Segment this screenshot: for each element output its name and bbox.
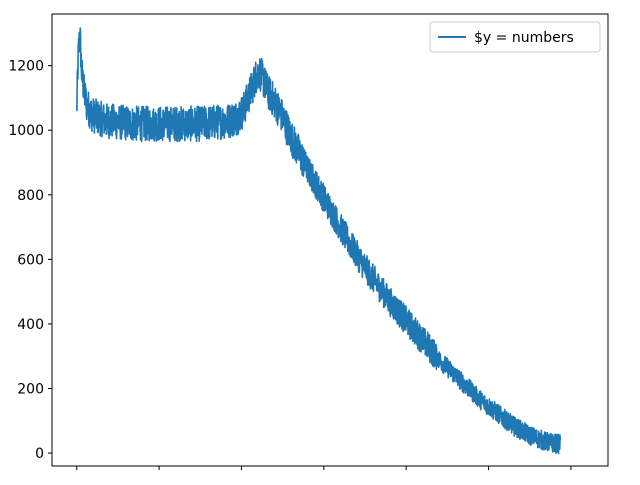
y-tick-label: 0 — [35, 446, 44, 462]
legend-box — [429, 21, 601, 53]
y-tick-label: 200 — [17, 382, 44, 398]
y-tick-label: 1200 — [8, 59, 44, 75]
y-tick-label: 1000 — [8, 123, 44, 139]
y-tick-label: 600 — [17, 252, 44, 268]
y-tick-label: 800 — [17, 188, 44, 204]
series-line-0 — [75, 27, 561, 455]
y-tick-label: 400 — [17, 317, 44, 333]
axes-layer: 0 200 400 600 800 1000 1200 — [8, 13, 609, 470]
axes-frame — [51, 13, 609, 467]
plot-layer — [75, 27, 561, 455]
legend: $y = numbers — [429, 21, 601, 53]
legend-label: $y = numbers — [474, 30, 574, 46]
